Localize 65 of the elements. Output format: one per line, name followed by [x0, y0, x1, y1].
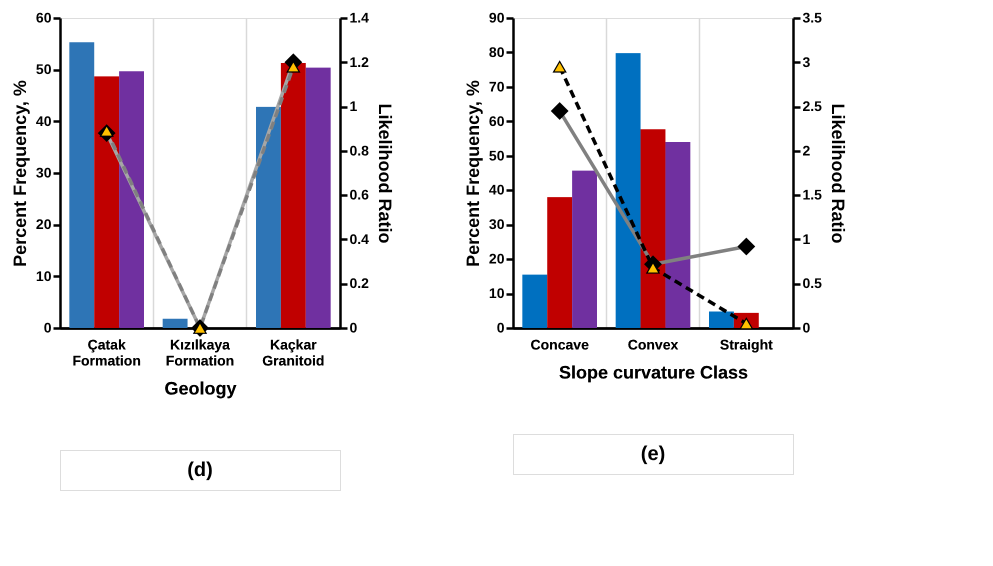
y-tick-label: 10 [488, 285, 505, 302]
y2-tick-label: 0.6 [350, 186, 370, 203]
y-tick-label: 20 [36, 216, 52, 232]
y-tick-label: 70 [488, 78, 505, 94]
y-tick-label: 30 [36, 164, 52, 180]
y-tick-label: 20 [488, 250, 505, 267]
y-tick-label: 10 [36, 268, 52, 284]
y-tick-label: 90 [488, 10, 505, 26]
y2-tick-label: 2 [802, 142, 810, 158]
point [551, 102, 568, 120]
bar [640, 129, 666, 328]
y2-tick-label: 1.4 [350, 10, 370, 26]
x-axis-title: Geology [164, 378, 237, 398]
bar [280, 62, 306, 328]
y-axis-title: Percent Frequency, % [10, 80, 30, 267]
bar [616, 53, 641, 328]
y-tick-label: 40 [488, 182, 505, 198]
y-tick-label: 60 [36, 10, 52, 26]
x-axis-title: Slope curvature Class [558, 362, 748, 382]
bar [256, 106, 281, 328]
y2-tick-label: 0.2 [350, 275, 370, 292]
bar [94, 76, 120, 328]
y-tick-label: 30 [488, 216, 505, 232]
x-tick-label: Kızılkaya Formation [166, 336, 234, 368]
y2-tick-label: 3 [802, 54, 810, 70]
y2-tick-label: 1 [350, 98, 358, 114]
x-tick-label: Convex [628, 336, 678, 352]
bar [547, 197, 572, 328]
y-tick-label: 50 [488, 147, 505, 164]
y2-tick-label: 2.5 [802, 98, 822, 114]
bar [709, 311, 734, 328]
y2-tick-label: 1 [802, 230, 810, 247]
point [646, 262, 660, 274]
bar [572, 170, 597, 328]
bar [162, 318, 188, 328]
y-axis-title: Percent Frequency, % [462, 80, 483, 267]
bar [306, 68, 331, 328]
point [738, 238, 755, 256]
y-tick-label: 0 [496, 320, 505, 336]
y2-tick-label: 1.2 [350, 54, 370, 70]
bar [522, 274, 548, 328]
text: (d) [187, 459, 213, 481]
y-tick-label: 40 [36, 112, 52, 129]
y2-tick-label: 0 [350, 320, 358, 336]
point [552, 60, 566, 73]
x-tick-label: Çatak Formation [72, 336, 141, 368]
bar [665, 142, 690, 328]
y2-tick-label: 0.8 [350, 142, 370, 158]
y-tick-label: 80 [488, 44, 505, 60]
y2-tick-label: 0 [802, 320, 810, 336]
bar [69, 42, 94, 328]
x-tick-label: Concave [530, 336, 590, 352]
y2-tick-label: 0.5 [802, 275, 822, 292]
x-tick-label: Kaçkar Granitoid [262, 336, 324, 368]
y2-tick-label: 1.5 [802, 186, 822, 203]
bar [119, 71, 144, 328]
y2-tick-label: 0.4 [350, 230, 370, 247]
text: (e) [640, 443, 666, 465]
y2-axis-title: Likelihood Ratio [374, 103, 395, 244]
x-tick-label: Straight [720, 336, 774, 352]
y2-axis-title: Likelihood Ratio [828, 103, 848, 244]
y2-tick-label: 3.5 [802, 10, 822, 26]
y-tick-label: 60 [488, 112, 505, 129]
y-tick-label: 0 [44, 320, 52, 336]
y-tick-label: 50 [36, 61, 52, 78]
